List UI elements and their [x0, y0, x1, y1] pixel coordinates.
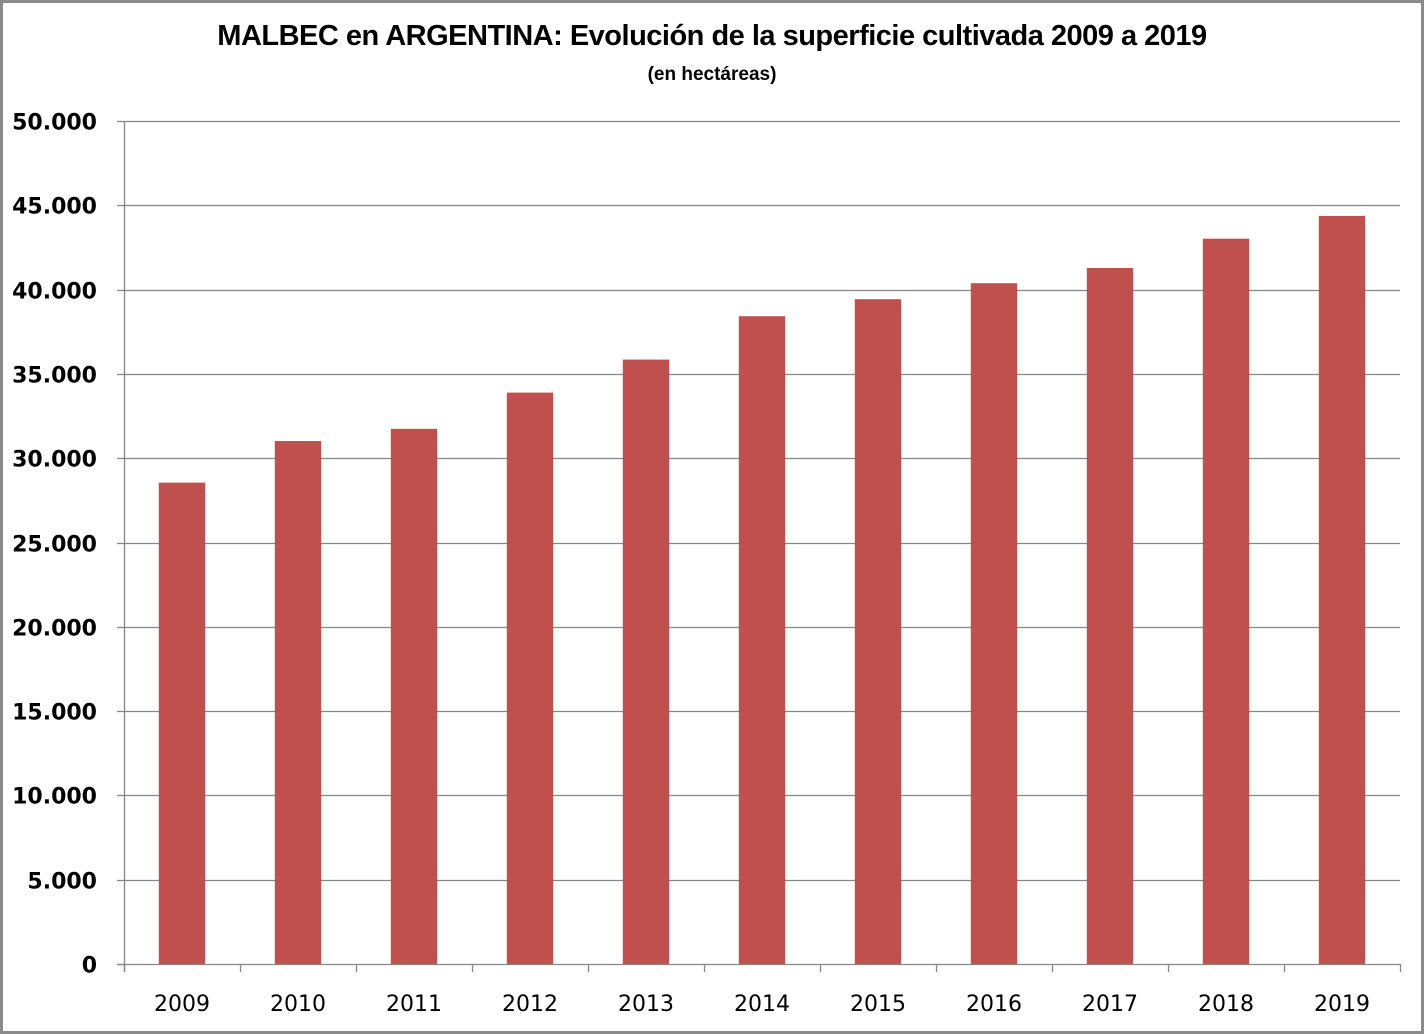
y-tick-label: 50.000	[12, 111, 97, 136]
x-tick-label: 2015	[850, 992, 906, 1017]
y-tick-label: 35.000	[12, 364, 97, 389]
axes	[117, 120, 1402, 972]
x-tick-label: 2010	[270, 992, 326, 1017]
bar-2013	[622, 359, 670, 965]
x-tick-label: 2012	[502, 992, 558, 1017]
x-tick-label: 2011	[386, 992, 442, 1017]
x-tick-label: 2019	[1314, 992, 1370, 1017]
bars	[158, 215, 1366, 965]
x-tick-label: 2014	[734, 992, 790, 1017]
bar-2010	[274, 441, 322, 964]
bar-2014	[738, 316, 786, 965]
x-tick-label: 2017	[1082, 992, 1138, 1017]
y-tick-label: 30.000	[12, 448, 97, 473]
chart-title: MALBEC en ARGENTINA: Evolución de la sup…	[217, 20, 1207, 52]
bar-2019	[1318, 215, 1366, 964]
y-tick-label: 45.000	[12, 195, 97, 220]
y-tick-labels: 0 5.000 10.000 15.000 20.000 25.000 30.000 35.0…	[12, 111, 97, 979]
y-tick-label: 15.000	[12, 701, 97, 726]
bar-2016	[970, 283, 1018, 964]
x-tick-labels: 2009 2010 2011 2012 2013 2014 2015 2016 2017 2018…	[154, 992, 1370, 1017]
bar-2018	[1202, 238, 1250, 964]
x-tick-label: 2018	[1198, 992, 1254, 1017]
y-tick-label: 0	[82, 954, 97, 979]
chart-subtitle: (en hectáreas)	[647, 64, 777, 85]
y-tick-label: 20.000	[12, 617, 97, 642]
bar-2011	[390, 428, 438, 964]
bar-2017	[1086, 268, 1134, 965]
y-tick-label: 10.000	[12, 785, 97, 810]
y-tick-label: 25.000	[12, 533, 97, 558]
x-tick-label: 2016	[966, 992, 1022, 1017]
bar-2009	[158, 482, 206, 964]
y-tick-label: 40.000	[12, 280, 97, 305]
bar-2012	[506, 392, 554, 964]
x-tick-label: 2009	[154, 992, 210, 1017]
x-tick-label: 2013	[618, 992, 674, 1017]
y-tick-label: 5.000	[27, 870, 97, 895]
bar-2015	[854, 299, 902, 964]
